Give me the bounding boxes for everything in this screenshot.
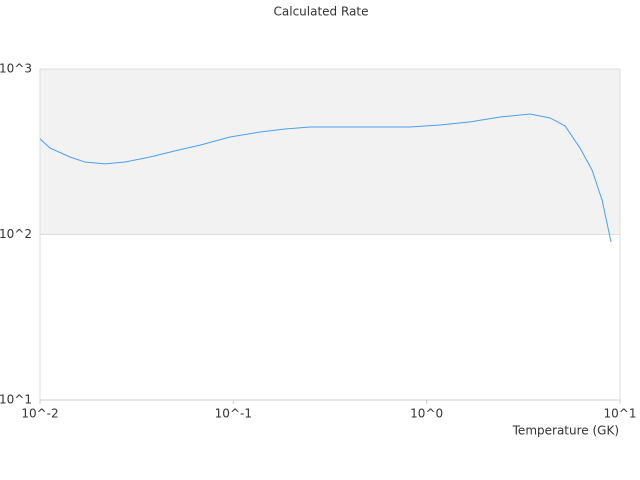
x-tick-label: 10^-2 <box>21 407 58 421</box>
y-tick-label: 10^1 <box>0 393 32 407</box>
grid-band <box>40 69 620 235</box>
y-tick-label: 10^2 <box>0 227 32 241</box>
y-tick-label: 10^3 <box>0 62 32 76</box>
chart-title: Calculated Rate <box>274 5 369 19</box>
data-line <box>39 113 612 243</box>
x-tick-label: 10^1 <box>604 407 637 421</box>
x-axis-label: Temperature (GK) <box>512 424 619 438</box>
x-tick-label: 10^-1 <box>215 407 252 421</box>
x-tick-label: 10^0 <box>410 407 443 421</box>
